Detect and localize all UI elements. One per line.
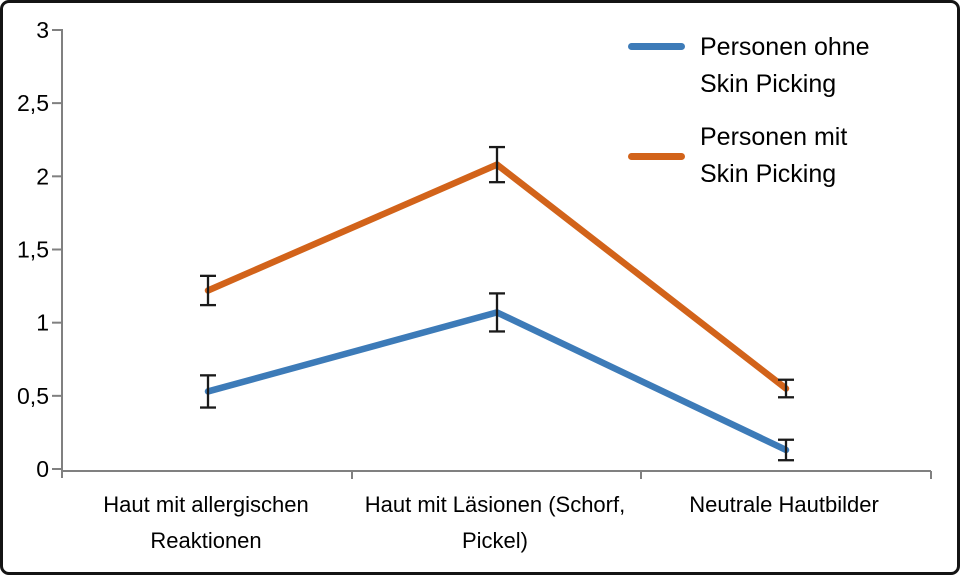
x-axis-category-label: Haut mit Läsionen (Schorf, Pickel) xyxy=(364,492,626,553)
legend-label: Personen ohne Skin Picking xyxy=(700,33,870,98)
y-tick-label: 3 xyxy=(36,17,49,43)
x-axis-category-label: Haut mit allergischen Reaktionen xyxy=(103,492,309,553)
y-tick-label: 0,5 xyxy=(17,383,49,409)
x-axis-category-label: Neutrale Hautbilder xyxy=(689,492,879,517)
legend-label: Personen mit Skin Picking xyxy=(700,123,848,188)
y-tick-label: 0 xyxy=(36,456,49,482)
y-tick-label: 2 xyxy=(36,163,49,189)
legend-swatch-line xyxy=(628,153,685,160)
y-tick-label: 2,5 xyxy=(17,90,49,116)
y-tick-label: 1,5 xyxy=(17,237,49,263)
series-line xyxy=(204,161,790,392)
series-line xyxy=(204,309,790,454)
chart-canvas: 3 2,5 2 1,5 1 0,5 0 xyxy=(17,17,932,482)
y-tick-label: 1 xyxy=(36,310,49,336)
legend-swatch-line xyxy=(628,43,685,50)
